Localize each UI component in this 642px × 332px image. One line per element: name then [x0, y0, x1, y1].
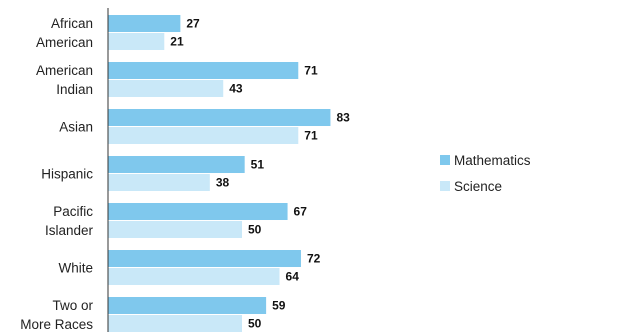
legend-label-mathematics: Mathematics	[454, 153, 531, 168]
legend-label-science: Science	[454, 179, 502, 194]
value-label-mathematics-hispanic: 51	[251, 158, 265, 172]
value-label-mathematics-white: 72	[307, 252, 321, 266]
value-label-science-asian: 71	[304, 129, 318, 143]
category-label-african-american: African American	[36, 16, 93, 50]
bar-science-pacific-islander	[108, 221, 242, 238]
legend: Mathematics Science	[440, 153, 531, 194]
legend-swatch-science	[440, 181, 450, 191]
category-label-asian: Asian	[59, 120, 93, 135]
bar-science-asian	[108, 127, 299, 144]
category-label-pacific-islander: Pacific Islander	[45, 204, 94, 238]
value-label-mathematics-american-indian: 71	[304, 64, 318, 78]
category-label-white: White	[58, 261, 93, 276]
category-label-hispanic: Hispanic	[41, 167, 93, 182]
bars-group	[108, 15, 331, 332]
bar-mathematics-pacific-islander	[108, 203, 288, 220]
bar-science-hispanic	[108, 174, 210, 191]
category-label-american-indian: American Indian	[36, 63, 93, 97]
bar-science-white	[108, 268, 280, 285]
legend-swatch-mathematics	[440, 155, 450, 165]
value-label-mathematics-pacific-islander: 67	[294, 205, 308, 219]
value-label-science-hispanic: 38	[216, 176, 230, 190]
bar-mathematics-african-american	[108, 15, 181, 32]
value-label-science-two-or-more-races: 50	[248, 317, 262, 331]
bar-mathematics-american-indian	[108, 62, 299, 79]
value-label-science-african-american: 21	[170, 35, 184, 49]
bar-mathematics-two-or-more-races	[108, 297, 267, 314]
value-label-mathematics-two-or-more-races: 59	[272, 299, 286, 313]
bar-science-american-indian	[108, 80, 224, 97]
bar-mathematics-white	[108, 250, 301, 267]
bar-science-african-american	[108, 33, 165, 50]
value-label-science-pacific-islander: 50	[248, 223, 262, 237]
value-label-science-american-indian: 43	[229, 82, 243, 96]
value-label-mathematics-african-american: 27	[186, 17, 200, 31]
category-label-two-or-more-races: Two or More Races	[20, 298, 93, 332]
bar-mathematics-hispanic	[108, 156, 245, 173]
category-labels: African American American Indian Asian Hispan…	[20, 16, 93, 332]
bar-mathematics-asian	[108, 109, 331, 126]
bar-science-two-or-more-races	[108, 315, 242, 332]
value-label-science-white: 64	[286, 270, 300, 284]
value-label-mathematics-asian: 83	[336, 111, 350, 125]
